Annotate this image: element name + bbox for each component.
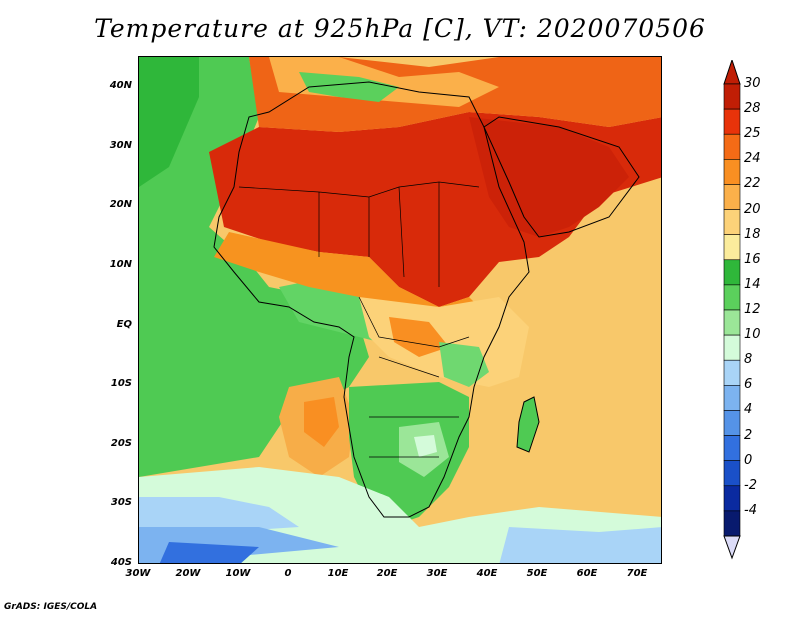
- colorbar-label: 12: [744, 302, 761, 317]
- mediterranean-cool-patch: [299, 72, 399, 102]
- colorbar-label: 0: [744, 452, 753, 468]
- lat-label: 40S: [110, 557, 132, 568]
- colorbar-segment: [723, 234, 741, 261]
- lat-label: 20S: [110, 438, 132, 449]
- lat-label: 10S: [110, 378, 132, 389]
- colorbar-label: 20: [744, 201, 761, 217]
- colorbar-label: 10: [744, 327, 761, 343]
- colorbar-label: 30: [744, 76, 761, 91]
- lat-label: EQ: [116, 319, 132, 330]
- lat-label: 10N: [109, 259, 132, 270]
- colorbar-segment: [723, 184, 741, 210]
- colorbar-segment: [723, 108, 741, 135]
- lat-label: 30N: [109, 140, 132, 151]
- colorbar-segment: [723, 359, 741, 386]
- colorbar-segment: [723, 334, 741, 361]
- colorbar-label: -4: [744, 502, 757, 518]
- footer-credit: GrADS: IGES/COLA: [4, 602, 98, 612]
- colorbar-label: 14: [744, 276, 761, 292]
- colorbar-label: 22: [744, 176, 761, 192]
- madagascar-coastline: [516, 396, 540, 453]
- colorbar-label: -2: [744, 477, 757, 493]
- country-borders: [238, 181, 480, 458]
- atlantic-cold-patch: [139, 57, 199, 187]
- congo-warm-patch: [389, 317, 449, 357]
- colorbar-segment: [723, 385, 741, 411]
- colorbar-segment: [723, 259, 741, 286]
- colorbar-label: 6: [744, 377, 753, 393]
- east-africa-highlands: [439, 342, 489, 387]
- colorbar-segment: [723, 435, 741, 461]
- colorbar-segment: [723, 159, 741, 185]
- colorbar-label: 25: [744, 126, 761, 142]
- africa-coastline: [213, 81, 530, 518]
- lon-label: 40E: [476, 568, 498, 579]
- lon-label: 20E: [376, 568, 398, 579]
- arabia-hot-region: [469, 117, 629, 237]
- lon-label: 30W: [125, 568, 151, 579]
- colorbar-segment: [723, 510, 741, 537]
- colorbar-label: 18: [744, 226, 761, 242]
- colorbar-label: 24: [744, 151, 761, 167]
- colorbar-label: 2: [744, 427, 753, 443]
- lat-label: 20N: [109, 199, 132, 210]
- temperature-field: [139, 57, 661, 563]
- colorbar-segment: [723, 133, 741, 160]
- colorbar-top-arrow: [723, 60, 741, 85]
- lat-label: 40N: [109, 80, 132, 91]
- lon-label: 10E: [327, 568, 349, 579]
- angola-warm-patch: [304, 397, 339, 447]
- atlantic-cool-region: [139, 57, 369, 477]
- colorbar-segment: [723, 485, 741, 512]
- colorbar-label: 16: [744, 251, 761, 267]
- lon-label: 70E: [626, 568, 648, 579]
- southern-ocean-coldest: [159, 542, 259, 563]
- colorbar-segment: [723, 284, 741, 311]
- lon-label: 60E: [576, 568, 598, 579]
- indian-ocean-cold: [499, 527, 661, 563]
- lon-label: 30E: [426, 568, 448, 579]
- colorbar-segment: [723, 460, 741, 487]
- map-title: Temperature at 925hPa [C], VT: 202007050…: [94, 14, 706, 43]
- lat-label: 30S: [110, 497, 132, 508]
- lon-label: 20W: [175, 568, 201, 579]
- colorbar-label: 28: [744, 101, 761, 117]
- highveld-cold-patch: [414, 435, 437, 457]
- colorbar-segment: [723, 410, 741, 436]
- colorbar-segment: [723, 209, 741, 235]
- lon-label: 10W: [225, 568, 251, 579]
- arabia-coastline: [483, 116, 640, 238]
- lon-label: 50E: [526, 568, 548, 579]
- lon-label: 0: [284, 568, 292, 579]
- colorbar-label: 8: [744, 352, 753, 368]
- colorbar-label: 4: [744, 402, 753, 418]
- colorbar: [723, 60, 741, 560]
- temperature-map: [138, 56, 662, 564]
- colorbar-segment: [723, 309, 741, 336]
- colorbar-bottom-arrow: [723, 535, 741, 560]
- colorbar-segment: [723, 83, 741, 110]
